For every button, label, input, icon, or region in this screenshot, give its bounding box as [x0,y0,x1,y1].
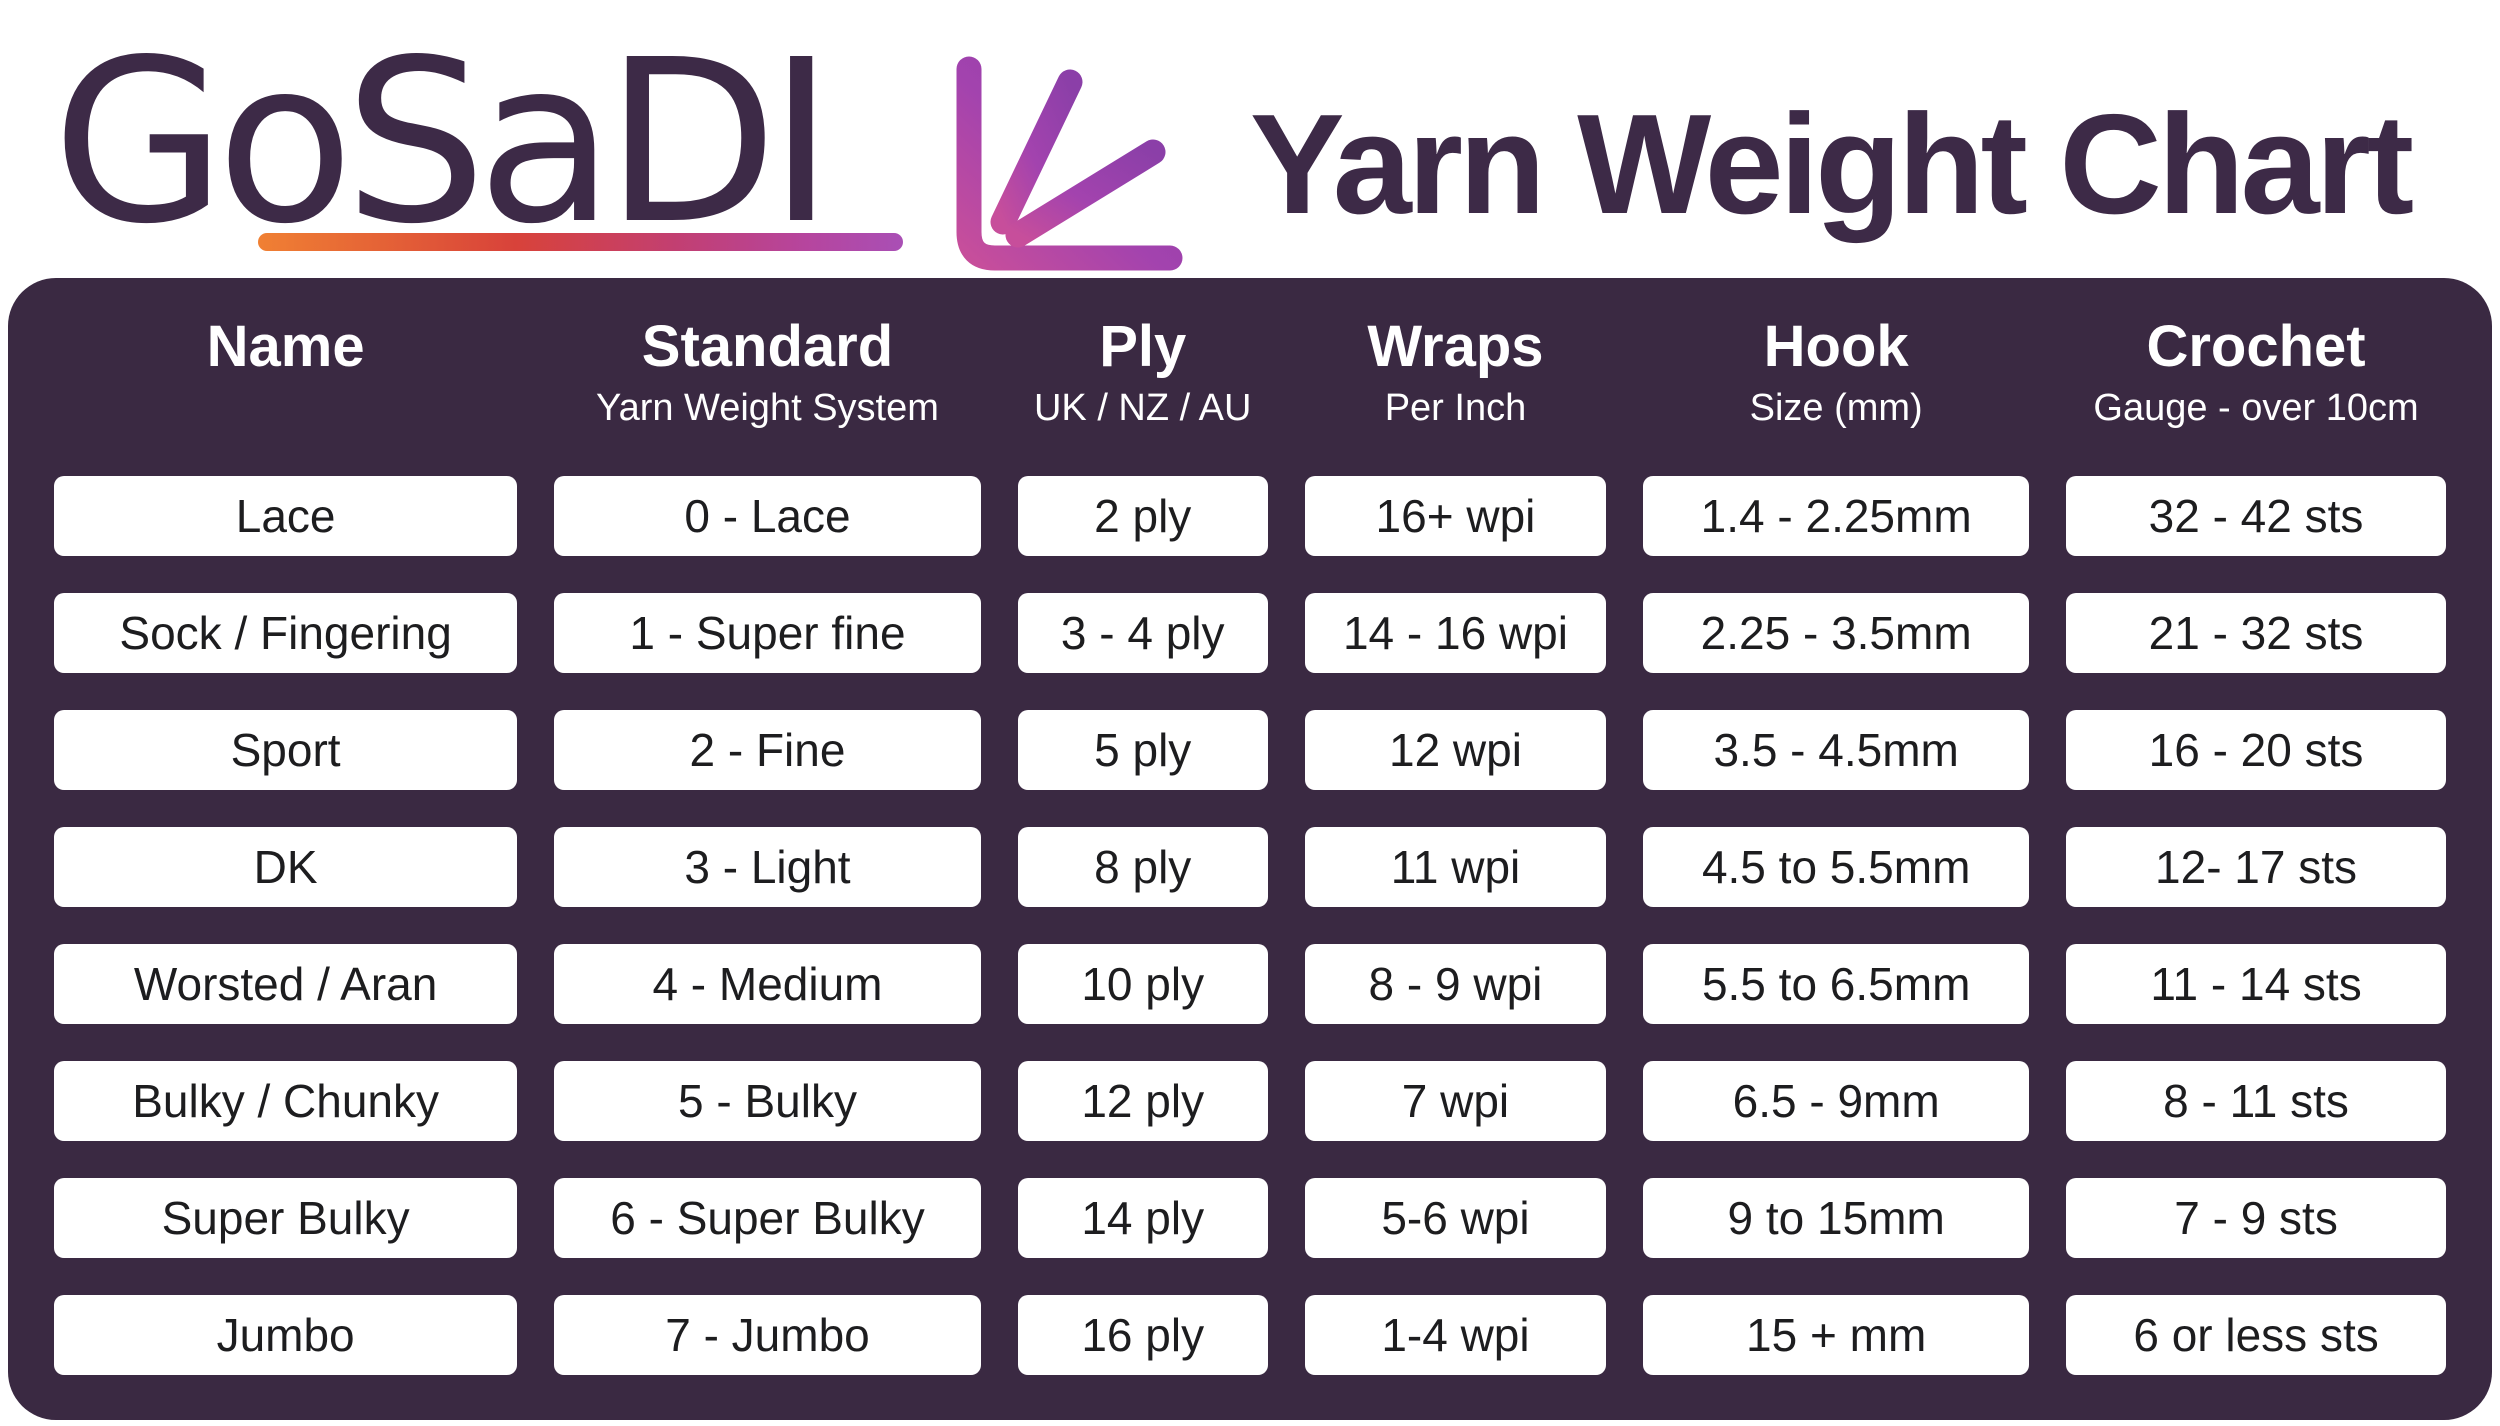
table-cell: 12 wpi [1304,710,1607,790]
table-cell: 12 ply [1017,1061,1268,1141]
table-cell: Lace [54,476,518,556]
table-cell: 2 - Fine [554,710,981,790]
table-cell: Worsted / Aran [54,944,518,1024]
table-cell: 6 or less sts [2066,1295,2446,1375]
table-cell: 1-4 wpi [1304,1295,1607,1375]
column-sublabel: Per Inch [1384,387,1527,429]
table-cell: 12- 17 sts [2066,827,2446,907]
yarn-weight-table: Name Standard Yarn Weight System Ply UK / NZ… [8,278,2492,1420]
table-cell: 14 ply [1017,1178,1268,1258]
column-label: Crochet [2146,314,2366,379]
table-cell: Super Bulky [54,1178,518,1258]
table-cell: Sport [54,710,518,790]
table-cell: 16+ wpi [1304,476,1607,556]
column-sublabel: Gauge - over 10cm [2093,387,2419,429]
page-title-wrap: Yarn Weight Chart [1185,55,2475,275]
table-cell: 6.5 - 9mm [1643,1061,2030,1141]
table-cell: 2 ply [1017,476,1268,556]
table-header-row: Name Standard Yarn Weight System Ply UK / NZ… [54,312,2446,434]
table-cell: Jumbo [54,1295,518,1375]
column-sublabel [54,382,517,434]
column-header-name: Name [54,312,517,434]
table-cell: 3 - 4 ply [1017,593,1268,673]
table-cell: 2.25 - 3.5mm [1643,593,2030,673]
column-label: Wraps [1367,314,1544,379]
table-cell: 8 ply [1017,827,1268,907]
page-title: Yarn Weight Chart [1249,85,2414,244]
table-cell: 1 - Super fine [554,593,981,673]
table-cell: 8 - 11 sts [2066,1061,2446,1141]
brand-logo: GoSaDI [52,0,834,276]
table-cell: 32 - 42 sts [2066,476,2446,556]
table-body: Lace 0 - Lace 2 ply 16+ wpi 1.4 - 2.25mm 32 -… [54,476,2446,1375]
table-cell: 10 ply [1017,944,1268,1024]
table-cell: Bulky / Chunky [54,1061,518,1141]
table-cell: 7 - Jumbo [554,1295,981,1375]
table-cell: 3.5 - 4.5mm [1643,710,2030,790]
column-label: Name [206,314,365,379]
table-cell: 0 - Lace [554,476,981,556]
column-label: Hook [1763,314,1909,379]
table-cell: 3 - Light [554,827,981,907]
column-header-wraps: Wraps Per Inch [1305,312,1607,434]
table-cell: 7 wpi [1304,1061,1607,1141]
table-cell: 5 - Bulky [554,1061,981,1141]
table-cell: 15 + mm [1643,1295,2030,1375]
table-cell: 6 - Super Bulky [554,1178,981,1258]
table-cell: 11 wpi [1304,827,1607,907]
column-sublabel: Yarn Weight System [596,387,939,429]
table-cell: Sock / Fingering [54,593,518,673]
table-cell: 14 - 16 wpi [1304,593,1607,673]
column-label: Standard [641,314,894,379]
table-cell: 7 - 9 sts [2066,1178,2446,1258]
table-cell: 16 - 20 sts [2066,710,2446,790]
table-cell: 5.5 to 6.5mm [1643,944,2030,1024]
table-cell: 11 - 14 sts [2066,944,2446,1024]
table-cell: 5 ply [1017,710,1268,790]
table-cell: 8 - 9 wpi [1304,944,1607,1024]
down-left-arrow-icon [948,52,1193,282]
table-cell: 1.4 - 2.25mm [1643,476,2030,556]
column-header-standard: Standard Yarn Weight System [554,312,981,434]
logo-underline-gradient [258,233,903,251]
column-header-crochet: Crochet Gauge - over 10cm [2066,312,2446,434]
table-cell: 21 - 32 sts [2066,593,2446,673]
column-sublabel: UK / NZ / AU [1033,387,1252,429]
column-sublabel: Size (mm) [1749,387,1923,429]
table-cell: 4 - Medium [554,944,981,1024]
table-cell: 4.5 to 5.5mm [1643,827,2030,907]
table-cell: 9 to 15mm [1643,1178,2030,1258]
brand-logo-text: GoSaDI [52,11,834,274]
table-cell: 5-6 wpi [1304,1178,1607,1258]
column-label: Ply [1099,314,1187,379]
table-cell: 16 ply [1017,1295,1268,1375]
column-header-ply: Ply UK / NZ / AU [1018,312,1268,434]
column-header-hook: Hook Size (mm) [1643,312,2029,434]
table-cell: DK [54,827,518,907]
